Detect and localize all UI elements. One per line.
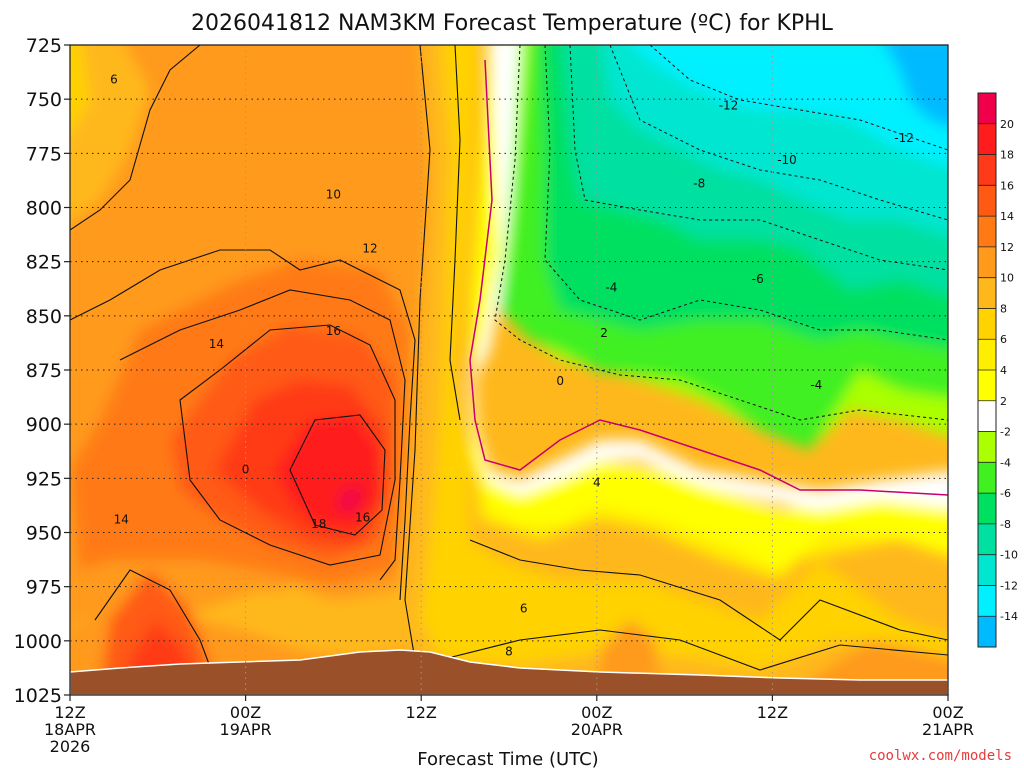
colorbar-label: 20	[1000, 118, 1014, 131]
colorbar: 20 18 16 14 12 10 8 6 4 2 -2 -4 -6 -8 -10 -12 -14	[977, 92, 1018, 648]
contour-label: 0	[242, 463, 250, 477]
contour-label: 8	[505, 645, 513, 659]
colorbar-swatch	[978, 185, 996, 217]
y-tick-label: 850	[26, 306, 62, 328]
x-tick-label: 18APR	[44, 720, 96, 739]
colorbar-label: 8	[1000, 302, 1007, 315]
colorbar-label: 16	[1000, 179, 1014, 192]
colorbar-swatch	[978, 216, 996, 248]
contour-label: -12	[894, 131, 914, 145]
contour-label: -8	[693, 177, 705, 191]
colorbar-swatch	[978, 523, 996, 556]
contour-label: -4	[605, 281, 617, 295]
colorbar-label: 2	[1000, 395, 1007, 408]
colorbar-label: -12	[1000, 579, 1018, 592]
contour-label: 16	[326, 324, 341, 338]
colorbar-swatch	[978, 246, 996, 279]
colorbar-swatch	[978, 493, 996, 525]
colorbar-swatch	[978, 277, 996, 309]
colorbar-label: -4	[1000, 456, 1011, 469]
colorbar-swatch	[978, 554, 996, 586]
colorbar-label: -2	[1000, 426, 1011, 439]
terrain-fill	[70, 649, 948, 695]
colorbar-label: 12	[1000, 241, 1014, 254]
y-tick-label: 1000	[14, 631, 62, 653]
y-tick-label: 975	[26, 577, 62, 599]
colorbar-swatch	[978, 431, 996, 463]
x-tick-label: 20APR	[571, 720, 623, 739]
colorbar-label: 18	[1000, 149, 1014, 162]
colorbar-swatch	[978, 308, 996, 340]
colorbar-swatch	[978, 93, 996, 125]
x-tick-label: 12Z	[406, 703, 437, 722]
colorbar-label: -10	[1000, 549, 1018, 562]
contour-label: 0	[556, 374, 564, 388]
x-axis-label: Forecast Time (UTC)	[417, 749, 598, 768]
x-tick-label: 00Z	[932, 703, 963, 722]
colorbar-label: -6	[1000, 487, 1011, 500]
y-tick-label: 950	[26, 523, 62, 545]
contour-label: -10	[777, 153, 797, 167]
contour-label: 4	[593, 476, 601, 490]
colorbar-label: 4	[1000, 364, 1007, 377]
y-axis: 725 750 775 800 825 850 875 900 925 950 975 1000 102…	[14, 35, 70, 707]
x-tick-label: 19APR	[220, 720, 272, 739]
colorbar-swatch	[978, 616, 996, 648]
colorbar-swatch	[978, 339, 996, 371]
contour-label: 12	[362, 242, 377, 256]
contour-label: 6	[110, 73, 118, 87]
chart-title: 2026041812 NAM3KM Forecast Temperature (…	[191, 11, 834, 36]
contour-label: 14	[209, 337, 224, 351]
contour-labels: 6 10 12 14 16 0 14 18 16 6 8 4 0 2 -4 -6 -4 -8 -10 -12 -12	[110, 73, 914, 659]
colorbar-swatch	[978, 154, 996, 186]
x-tick-label: 21APR	[922, 720, 974, 739]
y-tick-label: 875	[26, 360, 62, 382]
contour-label: -4	[810, 378, 822, 392]
y-tick-label: 800	[26, 198, 62, 220]
colorbar-swatch	[978, 123, 996, 156]
colorbar-label: -8	[1000, 518, 1011, 531]
contour-label: 2	[600, 326, 608, 340]
colorbar-swatch	[978, 462, 996, 494]
colorbar-label: -14	[1000, 610, 1018, 623]
contour-label: 14	[114, 513, 129, 527]
y-tick-label: 900	[26, 414, 62, 436]
colorbar-label: 14	[1000, 210, 1014, 223]
x-tick-label: 2026	[50, 737, 91, 756]
y-tick-label: 1025	[14, 685, 62, 707]
y-tick-label: 750	[26, 89, 62, 111]
colorbar-label: 6	[1000, 333, 1007, 346]
y-tick-label: 925	[26, 468, 62, 490]
temperature-field	[70, 45, 948, 695]
colorbar-swatch	[978, 370, 996, 402]
colorbar-label: 10	[1000, 272, 1014, 285]
contour-label: -6	[752, 272, 764, 286]
contour-label: 6	[520, 601, 528, 615]
x-tick-label: 12Z	[757, 703, 788, 722]
contour-label: -12	[719, 99, 739, 113]
y-tick-label: 825	[26, 252, 62, 274]
contour-label: 16	[355, 510, 370, 524]
x-tick-label: 00Z	[230, 703, 261, 722]
y-tick-label: 725	[26, 35, 62, 57]
contour-label: 18	[311, 517, 326, 531]
credit-text: coolwx.com/models	[869, 748, 1012, 764]
y-tick-label: 775	[26, 143, 62, 165]
x-tick-label: 00Z	[581, 703, 612, 722]
x-tick-label: 12Z	[54, 703, 85, 722]
colorbar-swatch	[978, 400, 996, 433]
contour-label: 10	[326, 188, 341, 202]
colorbar-swatch	[978, 585, 996, 617]
